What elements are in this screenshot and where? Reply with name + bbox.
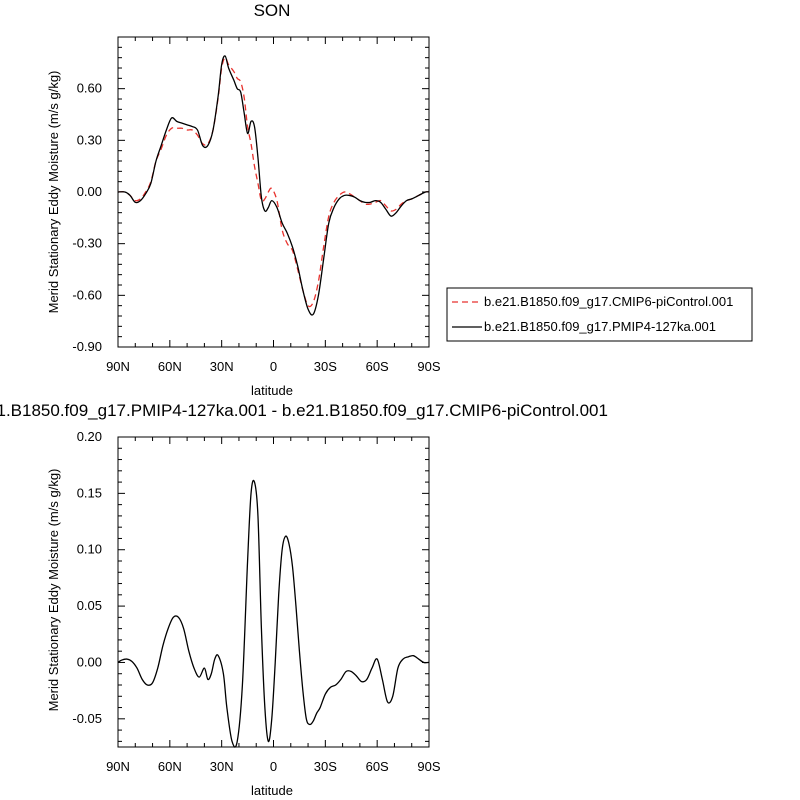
top-chart-title: SON bbox=[254, 1, 291, 20]
bottom-y-tick-label: 0.05 bbox=[77, 598, 102, 613]
bottom-y-tick-label: 0.10 bbox=[77, 542, 102, 557]
top-x-tick-label: 90N bbox=[106, 359, 130, 374]
top-y-tick-label: 0.30 bbox=[77, 132, 102, 147]
bottom-axis-ticks: 90N 60N 30N 0 30S 60S 90S -0.05 0.00 0.05 0.10 0.15… bbox=[72, 429, 441, 774]
top-panel: SON Merid Stationary Eddy Moisture (m/s … bbox=[46, 1, 441, 398]
legend-box bbox=[446, 287, 753, 342]
bottom-series-line-0 bbox=[117, 479, 430, 748]
top-axis-ticks: 90N 60N 30N 0 30S 60S 90S -0.90 -0.60 -0.30 0.00 0.… bbox=[72, 37, 441, 374]
top-x-tick-label: 90S bbox=[417, 359, 440, 374]
bottom-y-tick-label: -0.05 bbox=[72, 711, 102, 726]
bottom-y-axis-label: Merid Stationary Eddy Moisture (m/s g/kg… bbox=[46, 469, 61, 712]
top-x-tick-label: 60S bbox=[366, 359, 389, 374]
bottom-chart-title: b.e21.B1850.f09_g17.PMIP4-127ka.001 - b.… bbox=[0, 401, 608, 420]
top-y-tick-label: 0.60 bbox=[77, 81, 102, 96]
top-y-axis-label: Merid Stationary Eddy Moisture (m/s g/kg… bbox=[46, 71, 61, 314]
bottom-x-tick-label: 90N bbox=[106, 759, 130, 774]
bottom-x-axis-label: latitude bbox=[251, 783, 293, 798]
bottom-y-tick-label: 0.15 bbox=[77, 485, 102, 500]
bottom-x-tick-label: 30N bbox=[210, 759, 234, 774]
bottom-x-tick-label: 60S bbox=[366, 759, 389, 774]
top-x-tick-label: 30S bbox=[314, 359, 337, 374]
bottom-y-tick-label: 0.00 bbox=[77, 654, 102, 669]
top-y-tick-label: 0.00 bbox=[77, 184, 102, 199]
top-y-tick-label: -0.90 bbox=[72, 339, 102, 354]
bottom-x-tick-label: 30S bbox=[314, 759, 337, 774]
top-x-tick-label: 0 bbox=[270, 359, 277, 374]
bottom-x-tick-label: 0 bbox=[270, 759, 277, 774]
bottom-series-lines bbox=[117, 479, 430, 748]
top-x-axis-label: latitude bbox=[251, 383, 293, 398]
top-series-lines bbox=[117, 55, 430, 316]
legend: b.e21.B1850.f09_g17.CMIP6-piControl.001 … bbox=[446, 287, 753, 342]
top-series-line-1 bbox=[117, 55, 430, 316]
legend-entry-picontrol: b.e21.B1850.f09_g17.CMIP6-piControl.001 bbox=[484, 294, 733, 309]
top-series-line-0 bbox=[117, 57, 430, 308]
top-x-tick-label: 60N bbox=[158, 359, 182, 374]
bottom-x-tick-label: 90S bbox=[417, 759, 440, 774]
bottom-plot-frame bbox=[117, 436, 430, 748]
top-y-tick-label: -0.30 bbox=[72, 236, 102, 251]
top-plot-frame bbox=[117, 36, 430, 348]
legend-entry-pmip4: b.e21.B1850.f09_g17.PMIP4-127ka.001 bbox=[484, 319, 716, 334]
bottom-x-tick-label: 60N bbox=[158, 759, 182, 774]
top-x-tick-label: 30N bbox=[210, 359, 234, 374]
bottom-panel: b.e21.B1850.f09_g17.PMIP4-127ka.001 - b.… bbox=[0, 401, 608, 798]
top-y-tick-label: -0.60 bbox=[72, 287, 102, 302]
bottom-y-tick-label: 0.20 bbox=[77, 429, 102, 444]
